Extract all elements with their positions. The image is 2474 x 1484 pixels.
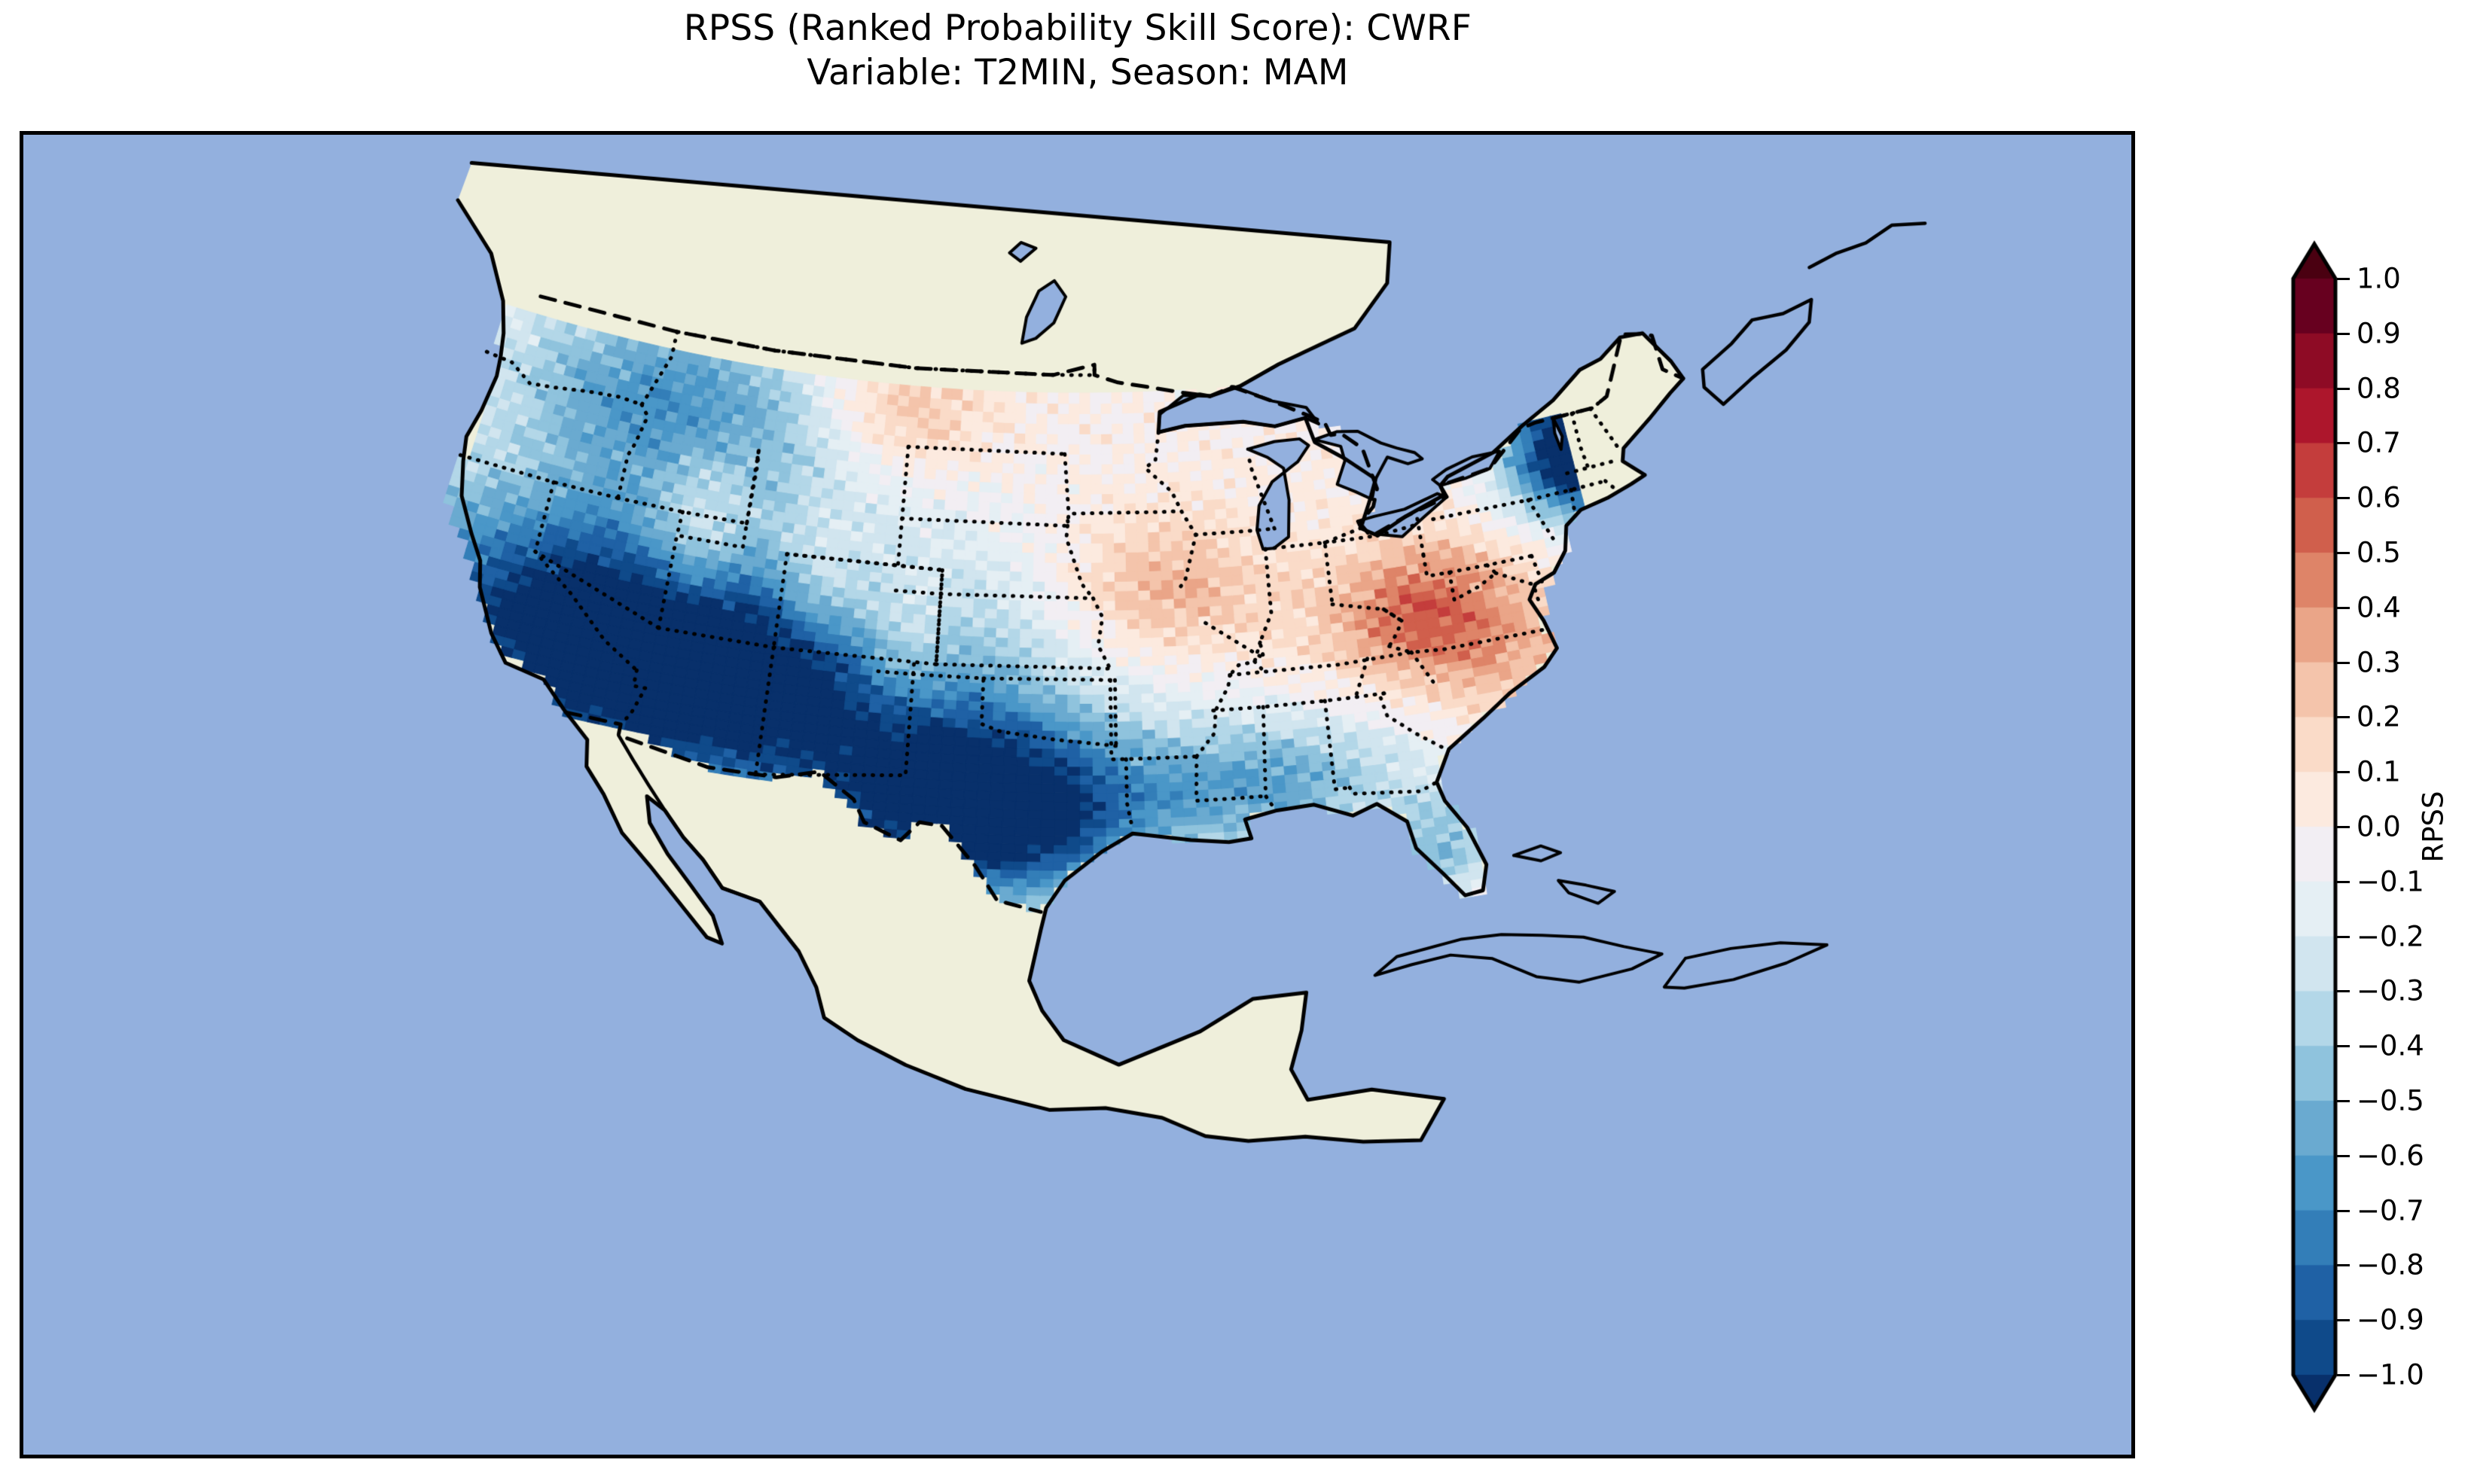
colorbar-tick-label: −0.5 <box>2357 1084 2424 1117</box>
rpss-heatmap-canvas <box>23 135 2131 1455</box>
colorbar-tick-label: 0.6 <box>2357 481 2401 514</box>
colorbar-tick-label: −1.0 <box>2357 1358 2424 1391</box>
colorbar-tick-label: −0.3 <box>2357 974 2424 1007</box>
map-axes <box>20 131 2135 1458</box>
colorbar-tick-mark <box>2337 497 2350 500</box>
colorbar-tick-mark <box>2337 826 2350 828</box>
colorbar-tick-mark <box>2337 661 2350 664</box>
colorbar-tick-mark <box>2337 606 2350 609</box>
colorbar-tick-label: 0.9 <box>2357 317 2401 350</box>
colorbar-tick-label: 0.8 <box>2357 372 2401 405</box>
colorbar-tick-mark <box>2337 1374 2350 1376</box>
colorbar-tick-label: −0.2 <box>2357 920 2424 953</box>
colorbar-tick-label: 0.2 <box>2357 700 2401 733</box>
colorbar-tick-mark <box>2337 332 2350 335</box>
colorbar-tick-mark <box>2337 1264 2350 1267</box>
title-line-secondary: Variable: T2MIN, Season: MAM <box>807 52 1349 94</box>
colorbar-tick-mark <box>2337 1045 2350 1048</box>
colorbar-tick-mark <box>2337 935 2350 938</box>
colorbar-tick-label: −0.9 <box>2357 1303 2424 1336</box>
colorbar-tick-label: −0.6 <box>2357 1139 2424 1172</box>
colorbar-tick-label: 0.5 <box>2357 536 2401 569</box>
title-line-primary: RPSS (Ranked Probability Skill Score): C… <box>683 8 1472 49</box>
colorbar-tick-label: −0.7 <box>2357 1194 2424 1227</box>
colorbar-tick-mark <box>2337 387 2350 390</box>
colorbar: 1.0 0.9 0.8 0.7 0.6 0.5 0.4 0.3 0.2 0.1 0.0 −0.1 −0.… <box>2287 239 2460 1414</box>
colorbar-tick-label: −0.4 <box>2357 1029 2424 1062</box>
colorbar-ticks: 1.0 0.9 0.8 0.7 0.6 0.5 0.4 0.3 0.2 0.1 0.0 −0.1 −0.… <box>2287 239 2460 1414</box>
colorbar-tick-label: 1.0 <box>2357 262 2401 295</box>
colorbar-tick-mark <box>2337 1209 2350 1212</box>
colorbar-tick-label: −0.1 <box>2357 865 2424 898</box>
colorbar-tick-mark <box>2337 278 2350 280</box>
colorbar-tick-mark <box>2337 716 2350 719</box>
colorbar-axis-label: RPSS <box>2417 791 2450 863</box>
colorbar-tick-mark <box>2337 442 2350 445</box>
colorbar-tick-mark <box>2337 771 2350 774</box>
colorbar-tick-label: −0.8 <box>2357 1248 2424 1281</box>
colorbar-tick-label: 0.3 <box>2357 646 2401 679</box>
colorbar-tick-mark <box>2337 552 2350 554</box>
colorbar-tick-label: 0.1 <box>2357 755 2401 788</box>
colorbar-tick-mark <box>2337 1154 2350 1157</box>
colorbar-tick-mark <box>2337 1319 2350 1322</box>
colorbar-tick-mark <box>2337 880 2350 883</box>
colorbar-tick-label: 0.0 <box>2357 810 2401 843</box>
colorbar-tick-label: 0.7 <box>2357 426 2401 459</box>
colorbar-tick-mark <box>2337 1100 2350 1102</box>
colorbar-tick-label: 0.4 <box>2357 591 2401 624</box>
colorbar-gradient <box>2287 239 2460 1414</box>
figure-title: RPSS (Ranked Probability Skill Score): C… <box>0 6 2155 95</box>
colorbar-tick-mark <box>2337 990 2350 993</box>
